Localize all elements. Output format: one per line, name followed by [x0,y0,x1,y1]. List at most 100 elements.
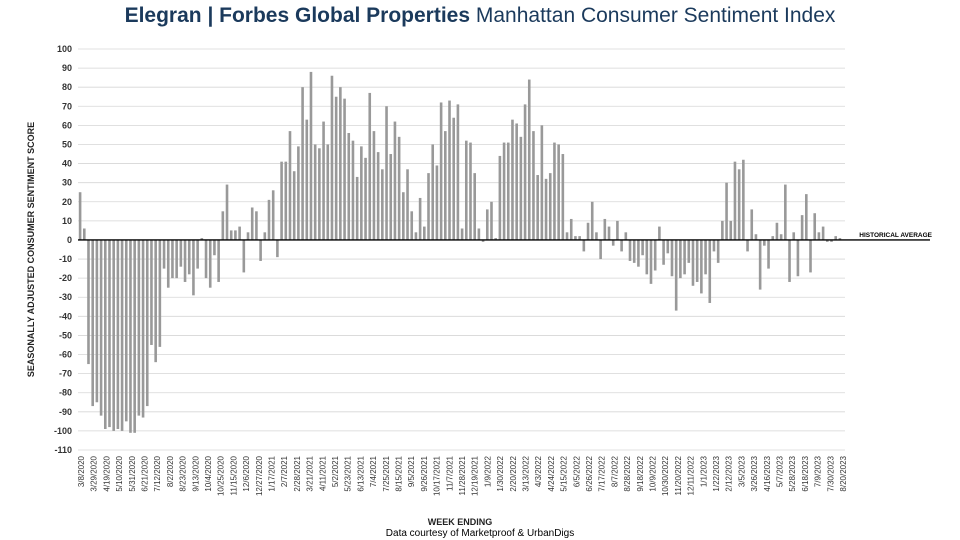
bar [582,239,586,252]
bar [154,239,157,363]
bar [494,238,497,240]
bar [548,173,552,240]
x-tick-label: 1/22/2023 [712,455,721,491]
y-tick-label: -80 [59,388,72,398]
bar [423,226,426,240]
bar [616,220,619,240]
x-tick-label: 10/25/2020 [217,455,226,496]
bar [271,190,275,240]
x-tick-label: 5/23/2021 [344,455,353,491]
bar [603,218,607,240]
x-tick-label: 3/13/2022 [522,455,531,491]
bar [192,239,195,296]
y-tick-label: 50 [62,139,72,149]
bar [809,239,812,273]
bar [569,218,573,240]
x-tick-label: 7/17/2022 [598,455,607,491]
bar [200,238,204,240]
bar [658,226,661,240]
bar [456,104,460,240]
bar [536,175,539,240]
x-tick-label: 8/2/2020 [166,455,175,487]
bar [179,239,183,267]
y-tick-label: -30 [59,292,72,302]
bar [343,98,346,240]
bar [628,239,632,261]
bar [124,239,128,422]
y-tick-label: 70 [62,101,72,111]
bar [313,144,317,240]
bar [435,165,439,240]
bar [469,142,472,240]
bar [578,236,581,240]
bar [87,239,90,365]
bar [120,239,124,431]
bar [322,121,325,240]
y-tick-label: -10 [59,254,72,264]
bar [402,192,405,240]
bar [448,100,451,240]
bar [297,146,300,240]
bar [410,211,414,240]
y-tick-label: 0 [67,235,72,245]
bar [817,232,821,240]
title-brand: Elegran | Forbes Global Properties [124,4,471,27]
bar [540,125,544,240]
bar [674,239,678,311]
bar [641,239,644,256]
bar [99,239,103,416]
bar [754,234,758,240]
bar [742,159,745,240]
bar [242,239,246,273]
bar [360,146,363,240]
x-tick-label: 4/19/2020 [102,455,111,491]
bar [267,199,271,240]
x-tick-label: 1/9/2022 [483,455,492,487]
bar [397,136,401,240]
bar [351,140,355,240]
bar [221,211,225,240]
bar [280,161,283,240]
title-rest: Manhattan Consumer Sentiment Index [470,4,836,27]
bar [464,140,468,240]
x-tick-label: 12/27/2020 [255,455,264,496]
bar [746,239,749,252]
bar [414,232,418,240]
bar [624,232,628,240]
bar [129,239,132,433]
bar [452,117,456,240]
bar [246,232,250,240]
bar [767,239,770,269]
x-tick-label: 5/7/2023 [776,455,785,487]
bar [276,239,279,258]
bar [385,106,388,240]
x-tick-label: 2/28/2021 [293,455,302,491]
y-tick-label: -40 [59,311,72,321]
bar [729,220,733,240]
x-tick-label: 9/18/2022 [636,455,645,491]
x-tick-label: 5/15/2022 [560,455,569,491]
bar [301,87,304,240]
bar [662,239,665,265]
bar [171,239,174,279]
bar [821,226,825,240]
bar [561,154,565,240]
bar [213,239,216,256]
historical-average-label: HISTORICAL AVERAGE [859,232,932,239]
x-tick-label: 11/28/2021 [458,455,467,495]
bar [389,154,393,240]
bar [477,228,481,240]
x-tick-label: 8/15/2021 [395,455,404,491]
y-axis-ticks: 1009080706050403020100-10-20-30-40-50-60… [54,44,72,455]
bar [813,213,817,240]
bar [700,239,703,294]
y-tick-label: 80 [62,82,72,92]
bar [544,178,548,240]
bar [796,239,800,277]
x-tick-label: 1/30/2022 [496,455,505,491]
x-tick-label: 5/28/2023 [788,455,797,491]
y-tick-label: -70 [59,369,72,379]
x-tick-label: 8/28/2022 [623,455,632,491]
y-tick-label: 90 [62,63,72,73]
